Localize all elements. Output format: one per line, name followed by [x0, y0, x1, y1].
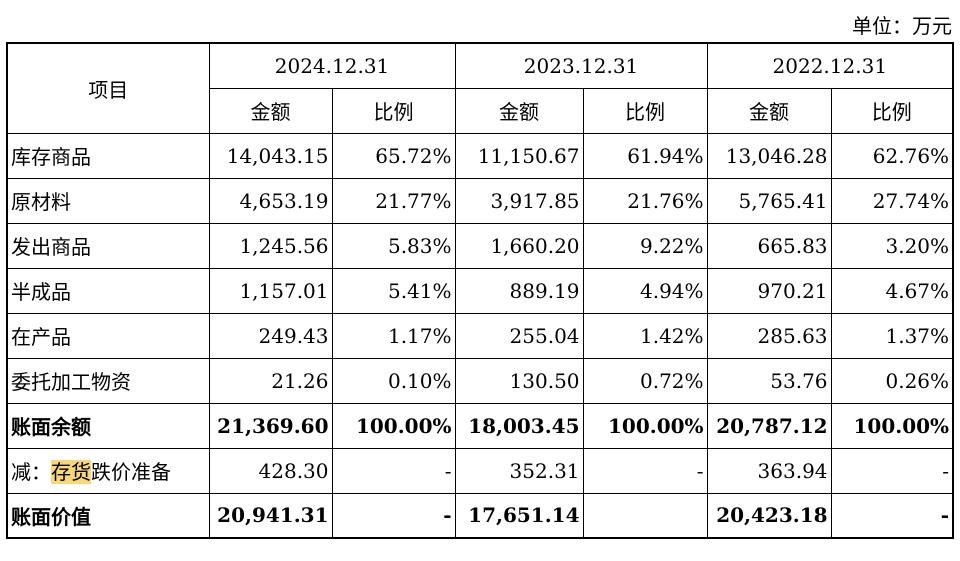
inventory-table: 项目 2024.12.31 2023.12.31 2022.12.31 金额 比…	[6, 42, 955, 539]
table-row: 库存商品 14,043.15 65.72% 11,150.67 61.94% 1…	[6, 132, 954, 179]
ratio-cell: -	[582, 447, 708, 494]
amount-cell: 13,046.28	[706, 132, 832, 179]
ratio-cell: 21.77%	[331, 177, 456, 224]
highlighted-term: 存货	[51, 460, 91, 484]
ratio-header: 比例	[331, 87, 456, 134]
amount-cell: 5,765.41	[706, 177, 832, 224]
amount-cell: 17,651.14	[454, 492, 584, 539]
period-header: 2022.12.31	[706, 42, 954, 89]
amount-cell: 21,369.60	[208, 402, 333, 449]
table-row: 委托加工物资 21.26 0.10% 130.50 0.72% 53.76 0.…	[6, 357, 954, 404]
amount-cell: 255.04	[454, 312, 584, 359]
ratio-cell: -	[331, 447, 456, 494]
period-header: 2023.12.31	[454, 42, 708, 89]
amount-cell: 53.76	[706, 357, 832, 404]
ratio-header: 比例	[830, 87, 954, 134]
amount-cell: 363.94	[706, 447, 832, 494]
amount-cell: 428.30	[208, 447, 333, 494]
row-label: 发出商品	[6, 222, 210, 269]
ratio-cell: -	[830, 492, 954, 539]
ratio-cell: 3.20%	[830, 222, 954, 269]
ratio-cell: 9.22%	[582, 222, 708, 269]
header-row-periods: 项目 2024.12.31 2023.12.31 2022.12.31	[6, 42, 954, 134]
amount-header: 金额	[454, 87, 584, 134]
amount-cell: 14,043.15	[208, 132, 333, 179]
table-row: 减：存货跌价准备 428.30 - 352.31 - 363.94 -	[6, 447, 954, 494]
amount-cell: 21.26	[208, 357, 333, 404]
table-row: 原材料 4,653.19 21.77% 3,917.85 21.76% 5,76…	[6, 177, 954, 224]
amount-cell: 352.31	[454, 447, 584, 494]
ratio-cell: 0.72%	[582, 357, 708, 404]
ratio-cell: 5.41%	[331, 267, 456, 314]
ratio-cell: 5.83%	[331, 222, 456, 269]
ratio-cell: 100.00%	[331, 402, 456, 449]
ratio-cell: 100.00%	[582, 402, 708, 449]
ratio-cell: 0.10%	[331, 357, 456, 404]
amount-cell: 249.43	[208, 312, 333, 359]
amount-cell: 1,157.01	[208, 267, 333, 314]
amount-cell: 20,941.31	[208, 492, 333, 539]
amount-cell: 1,660.20	[454, 222, 584, 269]
row-label: 减：存货跌价准备	[6, 447, 210, 494]
ratio-cell: 27.74%	[830, 177, 954, 224]
amount-header: 金额	[706, 87, 832, 134]
amount-cell: 20,423.18	[706, 492, 832, 539]
amount-cell: 20,787.12	[706, 402, 832, 449]
row-label-suffix: 跌价准备	[91, 460, 171, 484]
amount-cell: 665.83	[706, 222, 832, 269]
period-header: 2024.12.31	[208, 42, 456, 89]
ratio-cell: 0.26%	[830, 357, 954, 404]
amount-cell: 11,150.67	[454, 132, 584, 179]
row-label: 在产品	[6, 312, 210, 359]
amount-cell: 18,003.45	[454, 402, 584, 449]
amount-cell: 130.50	[454, 357, 584, 404]
row-label: 账面余额	[6, 402, 210, 449]
row-label: 原材料	[6, 177, 210, 224]
table-row: 半成品 1,157.01 5.41% 889.19 4.94% 970.21 4…	[6, 267, 954, 314]
unit-label: 单位：万元	[852, 14, 952, 38]
ratio-cell: 61.94%	[582, 132, 708, 179]
amount-cell: 285.63	[706, 312, 832, 359]
amount-cell: 3,917.85	[454, 177, 584, 224]
ratio-cell: 65.72%	[331, 132, 456, 179]
table-row: 发出商品 1,245.56 5.83% 1,660.20 9.22% 665.8…	[6, 222, 954, 269]
ratio-cell: -	[830, 447, 954, 494]
ratio-cell	[582, 492, 708, 539]
ratio-cell: 1.17%	[331, 312, 456, 359]
subtotal-row: 账面余额 21,369.60 100.00% 18,003.45 100.00%…	[6, 402, 954, 449]
ratio-cell: 62.76%	[830, 132, 954, 179]
ratio-cell: 21.76%	[582, 177, 708, 224]
item-header: 项目	[6, 42, 210, 134]
row-label-prefix: 减：	[11, 460, 51, 484]
amount-cell: 4,653.19	[208, 177, 333, 224]
row-label: 委托加工物资	[6, 357, 210, 404]
row-label: 半成品	[6, 267, 210, 314]
ratio-cell: 1.37%	[830, 312, 954, 359]
ratio-cell: 100.00%	[830, 402, 954, 449]
amount-cell: 970.21	[706, 267, 832, 314]
amount-cell: 1,245.56	[208, 222, 333, 269]
ratio-cell: 4.67%	[830, 267, 954, 314]
ratio-cell: 4.94%	[582, 267, 708, 314]
ratio-cell: -	[331, 492, 456, 539]
ratio-header: 比例	[582, 87, 708, 134]
ratio-cell: 1.42%	[582, 312, 708, 359]
table-row: 在产品 249.43 1.17% 255.04 1.42% 285.63 1.3…	[6, 312, 954, 359]
amount-header: 金额	[208, 87, 333, 134]
row-label: 账面价值	[6, 492, 210, 539]
row-label: 库存商品	[6, 132, 210, 179]
total-row: 账面价值 20,941.31 - 17,651.14 20,423.18 -	[6, 492, 954, 539]
amount-cell: 889.19	[454, 267, 584, 314]
